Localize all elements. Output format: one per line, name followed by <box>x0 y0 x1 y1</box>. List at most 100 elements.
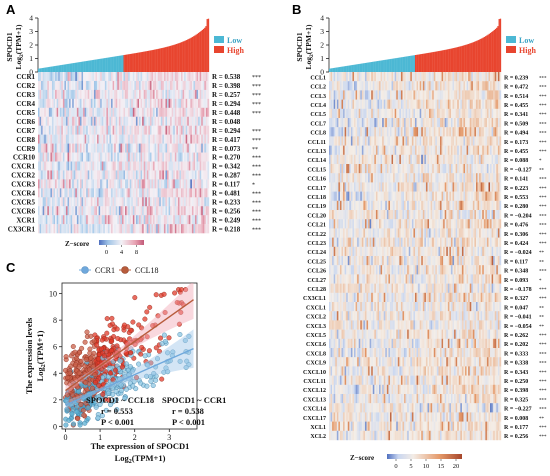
heatmap-cell <box>182 215 185 225</box>
heatmap-cell <box>50 197 53 207</box>
heatmap-cell <box>380 118 383 128</box>
heatmap-cell <box>375 118 378 128</box>
heatmap-cell <box>482 246 484 257</box>
heatmap-cell <box>432 191 434 201</box>
heatmap-cell <box>400 145 403 155</box>
heatmap-cell <box>140 98 143 108</box>
heatmap-cell <box>450 265 453 275</box>
heatmap-cell <box>336 274 339 284</box>
heatmap-cell <box>159 72 162 82</box>
expression-bar <box>424 53 427 72</box>
heatmap-cell <box>460 90 463 100</box>
panel-b-ylabel-1: SPOCD1 <box>295 32 304 61</box>
heatmap-cell <box>207 197 210 207</box>
heatmap-cell <box>490 145 492 155</box>
heatmap-cell <box>421 265 424 275</box>
heatmap-cell <box>343 108 345 119</box>
heatmap-cell <box>488 99 491 109</box>
heatmap-cell <box>383 127 386 137</box>
heatmap-cell <box>493 219 495 229</box>
heatmap-cell <box>44 179 46 189</box>
heatmap-cell <box>397 191 400 201</box>
heatmap-cell <box>374 108 377 119</box>
expression-bar <box>77 62 79 72</box>
heatmap-cell <box>114 125 116 135</box>
heatmap-cell <box>42 161 45 171</box>
heatmap-cell <box>142 215 144 225</box>
expression-bar <box>160 48 162 72</box>
heatmap-cell <box>377 182 380 192</box>
heatmap-cell <box>335 200 338 211</box>
heatmap-cell <box>447 108 450 119</box>
heatmap-cell <box>394 219 397 229</box>
heatmap-cell <box>48 80 51 91</box>
heatmap-cell <box>201 143 203 153</box>
heatmap-cell <box>64 89 67 100</box>
heatmap-cell <box>131 116 134 126</box>
heatmap-cell <box>167 161 169 171</box>
heatmap-cell <box>174 125 177 135</box>
heatmap-cell <box>140 152 143 162</box>
heatmap-cell <box>42 98 45 108</box>
heatmap-cell <box>333 210 336 220</box>
heatmap-cell <box>198 188 200 198</box>
heatmap-cell <box>330 246 333 257</box>
heatmap-cell <box>455 219 458 229</box>
heatmap-cell <box>488 154 491 165</box>
heatmap-cell <box>173 224 175 234</box>
heatmap-cell <box>397 145 400 155</box>
expression-bar <box>183 41 185 72</box>
heatmap-cell <box>440 246 442 257</box>
heatmap-cell <box>173 98 175 108</box>
heatmap-cell <box>151 143 154 153</box>
heatmap-cell <box>140 197 143 207</box>
heatmap-cell <box>440 145 442 155</box>
heatmap-cell <box>418 228 420 238</box>
heatmap-cell <box>191 80 194 91</box>
heatmap-cell <box>436 72 439 82</box>
heatmap-cell <box>465 182 467 192</box>
expression-bar <box>100 58 102 72</box>
heatmap-cell <box>204 197 207 207</box>
heatmap-cell <box>51 72 54 82</box>
heatmap-cell <box>483 219 486 229</box>
heatmap-cell <box>135 72 138 82</box>
heatmap-cell <box>400 81 403 91</box>
expression-bar <box>356 64 358 72</box>
heatmap-cell <box>486 72 489 82</box>
heatmap-cell <box>457 228 459 238</box>
heatmap-cell <box>458 256 461 266</box>
panel-b-heatmap <box>329 72 502 441</box>
heatmap-cell <box>187 161 189 171</box>
heatmap-cell <box>410 136 413 146</box>
expression-bar <box>45 67 47 72</box>
heatmap-cell <box>430 72 433 82</box>
heatmap-cell <box>488 136 491 146</box>
heatmap-cell <box>424 173 427 183</box>
heatmap-cell <box>204 80 207 91</box>
heatmap-cell <box>107 206 110 216</box>
heatmap-cell <box>354 283 356 293</box>
heatmap-cell <box>125 107 127 117</box>
heatmap-cell <box>48 143 51 153</box>
heatmap-cell <box>410 237 413 247</box>
heatmap-cell <box>100 170 102 180</box>
heatmap-row <box>329 173 502 183</box>
expression-bar <box>78 62 80 72</box>
heatmap-cell <box>92 170 95 180</box>
heatmap-cell <box>159 179 162 189</box>
heatmap-cell <box>419 108 422 119</box>
heatmap-cell <box>338 118 341 128</box>
heatmap-cell <box>427 191 430 201</box>
heatmap-cell <box>396 228 398 238</box>
heatmap-cell <box>196 116 199 126</box>
heatmap-cell <box>375 274 378 284</box>
heatmap-cell <box>400 210 403 220</box>
heatmap-cell <box>382 274 384 284</box>
heatmap-cell <box>47 215 50 225</box>
heatmap-cell <box>86 98 88 108</box>
heatmap-cell <box>95 161 98 171</box>
heatmap-cell <box>352 118 355 128</box>
expression-bar <box>128 54 130 72</box>
heatmap-cell <box>129 215 132 225</box>
